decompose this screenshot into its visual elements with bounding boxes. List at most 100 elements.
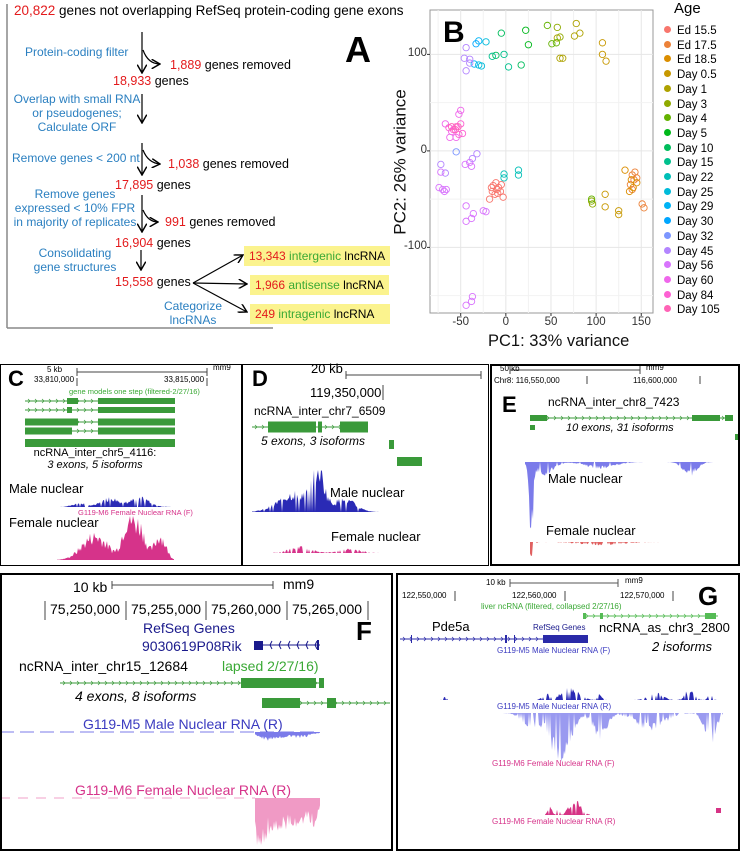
strand-arrow	[27, 398, 31, 404]
strand-arrow	[62, 407, 66, 413]
strand-arrow	[651, 415, 655, 421]
category-box-intragenic: 249 intragenic lncRNA	[250, 304, 391, 324]
coverage-track	[255, 732, 320, 741]
strand-arrow	[630, 415, 634, 421]
legend-label: Day 29	[677, 201, 714, 214]
strand-arrow	[216, 680, 220, 686]
legend-label: Ed 15.5	[677, 25, 717, 37]
strand-arrow	[48, 407, 52, 413]
legend-swatch	[664, 128, 671, 136]
strand-arrow	[437, 636, 441, 642]
exon	[98, 407, 175, 413]
step-label: Remove genes expressed < 10% FPR in majo…	[10, 187, 140, 229]
data-point	[460, 54, 468, 62]
data-point	[455, 130, 463, 139]
gene-info: 3 exons, 5 isoforms	[47, 459, 143, 471]
legend-swatch	[664, 246, 671, 254]
removed-count: 991 genes removed	[165, 216, 276, 229]
gene-name: ncRNA_inter_chr15_12684	[19, 658, 188, 674]
track-label: G119-M6 Female Nuclear RNA (F)	[78, 508, 193, 517]
exon	[319, 678, 324, 688]
data-point	[467, 297, 476, 306]
strand-arrow	[697, 613, 701, 619]
legend-swatch	[664, 99, 671, 107]
strand-arrow	[662, 613, 666, 619]
exon	[583, 613, 586, 619]
strand-arrow	[202, 680, 206, 686]
scale-label: 20 kb	[311, 361, 343, 376]
coverage-track	[255, 798, 320, 845]
strand-arrow	[97, 680, 101, 686]
legend-item: Day 56	[664, 260, 713, 273]
step-label-line: Remove genes	[34, 187, 116, 201]
strand-arrow	[641, 613, 645, 619]
coordinate: 122,570,000	[620, 591, 665, 600]
step-label-line: or pseudogenes;	[32, 106, 122, 120]
strand-arrow	[588, 415, 592, 421]
strand-arrow	[111, 680, 115, 686]
step-label-line: Overlap with small RNA	[13, 92, 141, 106]
exon	[67, 398, 78, 404]
strand-arrow	[278, 640, 282, 650]
count-value: 18,933	[113, 74, 152, 88]
strand-arrow	[655, 613, 659, 619]
legend-item: Day 25	[664, 187, 713, 200]
strand-arrow	[83, 407, 87, 413]
strand-arrow	[287, 640, 291, 650]
coordinate: 75,260,000	[211, 601, 282, 617]
coverage-track	[400, 713, 723, 762]
coverage-track	[45, 496, 172, 507]
step-label-line: Categorize	[163, 299, 223, 313]
strand-arrow	[606, 613, 610, 619]
data-point	[479, 207, 487, 215]
coverage-track	[545, 800, 590, 815]
data-point	[485, 195, 494, 203]
data-point	[524, 41, 533, 49]
exon	[98, 427, 175, 435]
legend-swatch	[664, 290, 671, 298]
legend-label: Day 84	[677, 289, 714, 302]
scale-label: 10 kb	[73, 579, 108, 595]
legend-item: Day 29	[664, 202, 713, 214]
count-value: 17,895	[115, 178, 154, 192]
scale-bar	[509, 366, 641, 374]
data-point	[514, 171, 523, 179]
strand-arrow	[665, 415, 669, 421]
strand-arrow	[34, 398, 38, 404]
data-point	[625, 187, 634, 196]
y-tick-label: -100	[403, 240, 427, 253]
female-label: Female nuclear	[546, 523, 636, 538]
coordinate: Chr8: 116,550,000	[494, 376, 560, 385]
legend-swatch	[664, 305, 671, 313]
gene-info: 5 exons, 3 isoforms	[261, 434, 366, 448]
data-point	[442, 185, 450, 194]
legend-swatch	[664, 84, 671, 92]
track-label: G119-M5 Male Nuclear RNA (F)	[497, 646, 611, 655]
legend-item: Day 84	[664, 289, 714, 303]
coverage-track	[252, 470, 413, 512]
strand-arrow	[90, 398, 94, 404]
legend-label: Day 30	[677, 216, 714, 229]
panel-label-f: F	[356, 616, 372, 646]
strand-arrow	[237, 680, 241, 686]
data-point	[472, 40, 480, 48]
data-point	[570, 32, 579, 40]
strand-arrow	[686, 415, 690, 421]
category-count: 249	[255, 307, 276, 321]
data-point	[437, 168, 445, 176]
coordinate: 33,815,000	[164, 375, 205, 384]
data-point	[602, 57, 610, 65]
strand-arrow	[602, 415, 606, 421]
exon	[411, 635, 412, 643]
strand-arrow	[90, 428, 94, 434]
data-point	[492, 51, 500, 60]
data-point	[469, 209, 477, 218]
strand-arrow	[465, 636, 469, 642]
data-point	[497, 29, 505, 37]
assembly-label: mm9	[283, 576, 315, 592]
count-value: 1,889	[170, 58, 202, 72]
strand-arrow	[314, 640, 318, 650]
strand-arrow	[553, 415, 557, 421]
start-gene-count: 20,822 genes not overlapping RefSeq prot…	[14, 4, 404, 18]
